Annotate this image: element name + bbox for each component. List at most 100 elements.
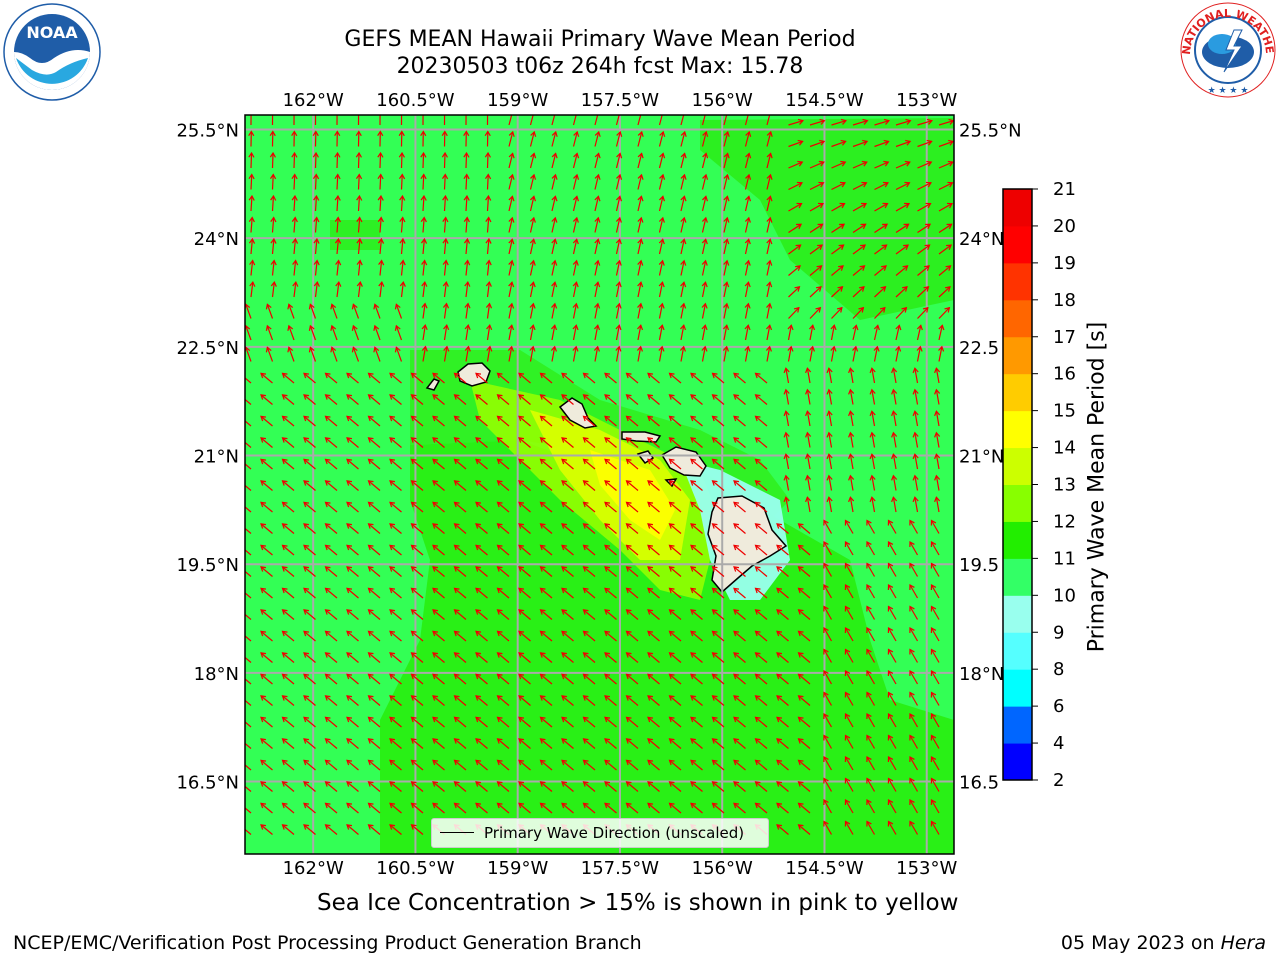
direction-arrowhead [496,415,503,422]
direction-arrow [690,566,703,577]
direction-arrow [690,716,703,728]
direction-arrow [798,695,811,706]
direction-arrow [497,372,510,384]
direction-arrow [712,673,725,685]
direction-arrow [282,695,295,706]
direction-arrowhead [453,458,460,465]
direction-arrow [828,454,833,470]
direction-arrow [935,454,940,470]
direction-arrowhead [334,216,341,223]
direction-arrow [486,282,490,298]
direction-arrow [615,239,621,255]
direction-arrowhead [399,194,406,201]
direction-arrowhead [464,345,471,352]
direction-arrowhead [389,415,396,422]
direction-arrow [785,411,790,427]
direction-arrow [604,523,617,534]
direction-arrow [400,195,404,212]
direction-arrowhead [324,759,331,766]
direction-arrowhead [334,194,341,201]
direction-arrow [604,566,617,577]
direction-arrow [518,394,531,405]
direction-arrow [432,501,445,513]
direction-arrow [844,735,854,749]
direction-arrow [930,606,940,620]
direction-arrowhead [754,802,761,809]
direction-arrowhead [518,587,525,594]
direction-arrow [336,195,339,212]
direction-arrowhead [823,562,829,569]
direction-arrowhead [240,373,245,378]
direction-arrow [690,480,703,491]
direction-arrow [788,265,801,276]
direction-arrowhead [346,738,353,744]
direction-arrow [755,566,768,577]
direction-arrow [823,627,833,642]
direction-arrow [551,174,557,190]
direction-arrow [245,347,252,362]
direction-arrow [518,587,531,599]
direction-arrow [938,325,943,341]
direction-arrowhead [844,691,851,698]
direction-arrow [271,239,275,255]
direction-arrowhead [539,544,546,551]
direction-arrowhead [410,372,417,379]
direction-arrow [626,480,639,491]
direction-arrowhead [346,566,353,572]
direction-arrowhead [356,194,363,201]
direction-arrowhead [754,415,761,422]
direction-arrowhead [776,781,783,787]
direction-arrowhead [946,223,953,230]
direction-arrowhead [659,130,666,137]
direction-arrow [529,239,535,255]
direction-arrowhead [453,523,460,529]
direction-arrow [266,325,274,341]
direction-arrow [475,458,488,470]
direction-arrow [497,523,510,534]
direction-arrow [583,458,596,470]
direction-arrowhead [582,716,589,723]
direction-arrow [551,153,557,169]
direction-arrowhead [793,306,800,313]
direction-arrowhead [453,587,460,594]
direction-arrow [594,115,599,126]
direction-arrow [260,609,273,620]
direction-arrow [680,239,685,255]
direction-arrow [930,520,940,534]
direction-arrow [389,437,402,448]
direction-arrow [309,304,317,319]
direction-arrowhead [711,544,718,551]
direction-arrowhead [346,673,353,680]
direction-arrow [909,541,919,556]
direction-arrow [712,566,725,577]
direction-arrow [712,587,725,599]
direction-arrow [389,415,402,427]
direction-arrowhead [891,367,898,374]
direction-arrow [712,372,725,384]
graticule [245,115,954,854]
direction-arrow [916,346,921,362]
direction-arrowhead [754,587,761,594]
direction-arrow [454,437,467,448]
direction-arrowhead [260,566,267,572]
direction-arrow [844,778,854,792]
direction-arrow [400,282,404,298]
direction-arrowhead [766,152,773,159]
direction-arrow [930,713,940,728]
direction-arrowhead [389,695,396,701]
direction-arrow [637,260,642,276]
direction-arrow [798,630,811,642]
direction-arrowhead [518,652,525,658]
direction-arrowhead [410,738,417,744]
direction-arrowhead [334,237,342,244]
direction-arrowhead [844,648,851,655]
direction-arrowhead [647,458,654,465]
direction-arrow [475,802,488,814]
direction-arrowhead [869,496,876,503]
direction-arrowhead [442,259,449,266]
direction-arrow [852,244,866,255]
direction-arrowhead [795,265,801,271]
direction-arrowhead [303,523,310,529]
direction-arrow [336,260,340,276]
direction-arrow [411,630,424,642]
